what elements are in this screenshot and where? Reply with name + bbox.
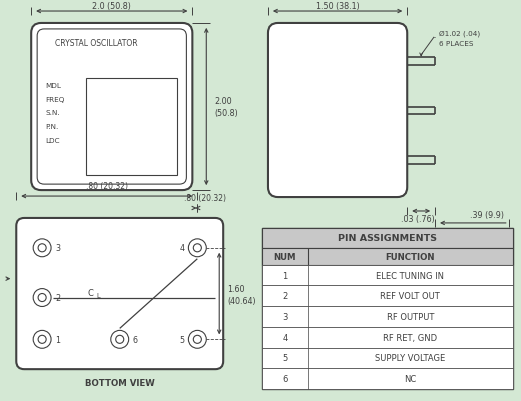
Text: FREQ: FREQ	[45, 96, 65, 102]
Text: RF OUTPUT: RF OUTPUT	[387, 312, 434, 321]
Text: 2.00: 2.00	[214, 97, 232, 106]
Circle shape	[33, 239, 51, 257]
Text: 1: 1	[282, 271, 288, 280]
Text: .39 (9.9): .39 (9.9)	[470, 211, 504, 220]
Bar	[262, 369, 513, 389]
Text: S.N.: S.N.	[45, 110, 60, 116]
Text: LDC: LDC	[45, 138, 60, 144]
Text: L: L	[96, 292, 100, 298]
Text: 5: 5	[282, 354, 288, 363]
Text: RF RET, GND: RF RET, GND	[383, 333, 437, 342]
Text: 5: 5	[179, 335, 184, 344]
Text: Ø1.02 (.04): Ø1.02 (.04)	[439, 30, 480, 37]
FancyBboxPatch shape	[37, 30, 187, 185]
Circle shape	[189, 330, 206, 348]
Bar	[262, 228, 513, 248]
Circle shape	[116, 336, 124, 344]
Text: MDL: MDL	[45, 83, 61, 88]
Text: SUPPLY VOLTAGE: SUPPLY VOLTAGE	[375, 354, 445, 363]
Circle shape	[189, 239, 206, 257]
Circle shape	[38, 244, 46, 252]
Circle shape	[33, 330, 51, 348]
Text: 2.0 (50.8): 2.0 (50.8)	[92, 2, 131, 11]
Text: P.N.: P.N.	[45, 124, 58, 130]
Text: FUNCTION: FUNCTION	[386, 252, 435, 261]
FancyBboxPatch shape	[31, 24, 192, 190]
Circle shape	[111, 330, 129, 348]
Bar	[262, 286, 513, 306]
Bar	[262, 248, 513, 265]
Text: C: C	[88, 288, 94, 297]
Text: .03 (.76): .03 (.76)	[401, 215, 435, 224]
Circle shape	[193, 244, 201, 252]
Bar	[262, 327, 513, 348]
FancyBboxPatch shape	[268, 24, 407, 198]
Text: 6: 6	[133, 335, 138, 344]
Text: 1.50 (38.1): 1.50 (38.1)	[316, 2, 359, 11]
Text: REF VOLT OUT: REF VOLT OUT	[380, 292, 440, 300]
Text: 1.60: 1.60	[227, 284, 245, 294]
FancyBboxPatch shape	[16, 219, 223, 369]
Text: 4: 4	[179, 244, 184, 253]
Bar	[262, 306, 513, 327]
Text: (50.8): (50.8)	[214, 109, 238, 118]
Text: 6: 6	[282, 374, 288, 383]
Text: PIN ASSIGNMENTS: PIN ASSIGNMENTS	[338, 234, 437, 243]
Text: CRYSTAL OSCILLATOR: CRYSTAL OSCILLATOR	[55, 39, 137, 48]
Text: .80 (20.32): .80 (20.32)	[184, 194, 226, 203]
Text: .80 (20.32): .80 (20.32)	[86, 182, 128, 190]
Text: 2: 2	[282, 292, 288, 300]
Text: 4: 4	[282, 333, 288, 342]
Text: 3: 3	[282, 312, 288, 321]
Text: NUM: NUM	[274, 252, 296, 261]
Bar	[262, 348, 513, 369]
Text: 1: 1	[55, 335, 60, 344]
Circle shape	[38, 336, 46, 344]
Bar	[86, 79, 178, 176]
Bar	[262, 265, 513, 286]
Circle shape	[193, 336, 201, 344]
Text: BOTTOM VIEW: BOTTOM VIEW	[85, 378, 155, 387]
Bar	[262, 228, 513, 389]
Text: 2: 2	[55, 293, 60, 302]
Text: (40.64): (40.64)	[227, 296, 256, 305]
Circle shape	[38, 294, 46, 302]
Text: 6 PLACES: 6 PLACES	[439, 41, 474, 47]
Circle shape	[33, 289, 51, 307]
Text: NC: NC	[404, 374, 416, 383]
Text: ELEC TUNING IN: ELEC TUNING IN	[376, 271, 444, 280]
Text: 3: 3	[55, 244, 60, 253]
